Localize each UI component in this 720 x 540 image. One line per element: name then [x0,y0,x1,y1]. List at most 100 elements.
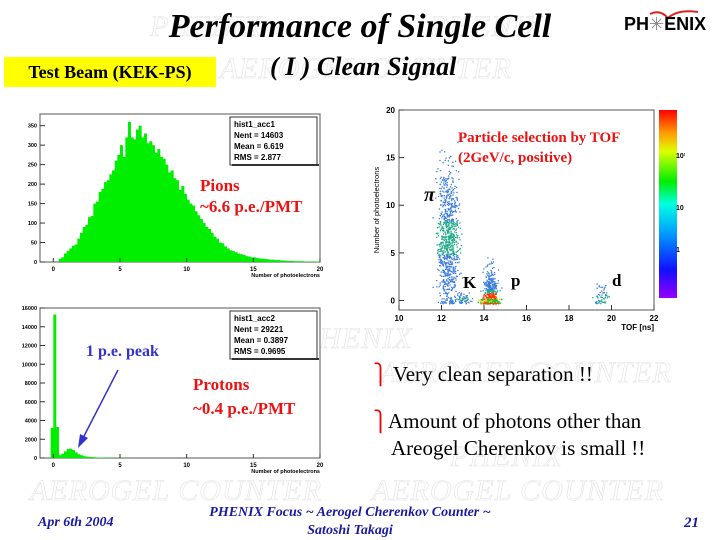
scatter-point [440,221,442,223]
y-tick-label: 350 [28,124,37,130]
scatter-point [438,226,440,228]
scatter-point [448,247,450,249]
scatter-point [449,197,451,199]
scatter-point [443,221,445,224]
footer-line1: PHENIX Focus ~ Aerogel Cherenkov Counter… [209,505,491,520]
x-tick-label: 12 [437,314,446,323]
scatter-point [495,300,497,302]
watermark: AEROGEL COUNTER [220,52,512,86]
scatter-point [491,262,494,265]
scatter-point [445,243,447,245]
scatter-point [445,245,448,248]
scatter-point [485,294,487,296]
hist-bar [64,253,67,262]
scatter-point [448,188,450,190]
pions-label: Pions ~6.6 p.e./PMT [200,175,302,217]
scatter-point [437,168,439,170]
scatter-point [453,235,455,237]
y-tick-label: 4000 [25,419,37,425]
scatter-point [437,248,440,251]
scatter-point [443,213,445,215]
scatter-point [440,300,443,302]
scatter-point [443,237,446,239]
hist-bar [226,248,230,262]
scatter-point [490,271,493,273]
scatter-point [448,224,450,227]
scatter-point [491,287,493,289]
scatter-point [449,226,451,228]
scatter-point [449,207,452,209]
hist-bar [232,251,235,262]
scatter-point [442,264,444,266]
scatter-point [449,213,451,215]
scatter-point [459,239,461,241]
scatter-point [491,288,494,291]
scatter-point [449,274,451,277]
scatter-point [456,262,459,264]
scatter-point [453,243,456,246]
scatter-point [446,294,448,296]
scatter-point [487,286,489,288]
scatter-point [450,301,452,303]
scatter-point [495,291,497,293]
scatter-point [446,229,448,231]
scatter-point [454,269,456,271]
hist-bar [218,242,222,262]
scatter-point [445,241,448,244]
scatter-point [452,267,454,270]
scatter-point [484,291,487,294]
scatter-point [450,281,452,283]
scatter-point [452,269,455,272]
scatter-point [452,250,454,252]
scatter-point [454,201,457,203]
cluster-label-d: d [612,271,622,290]
stats-name: hist1_acc1 [234,120,275,129]
scatter-point [448,235,450,238]
scatter-point [494,281,496,283]
scatter-point [441,190,444,192]
hist-bar [109,174,113,262]
scatter-point [458,178,460,181]
scatter-point [444,221,446,223]
scatter-point [460,244,463,247]
scatter-point [598,285,600,287]
scatter-point [446,240,448,242]
scatter-point [451,218,453,220]
scatter-point [489,291,491,293]
scatter-point [439,183,441,186]
hist-bar [64,451,67,458]
scatter-point [448,203,451,205]
scatter-point [451,262,453,264]
x-tick-label: 22 [650,314,659,323]
scatter-point [438,264,441,267]
scatter-point [601,299,603,301]
scatter-point [493,291,495,293]
scatter-point [465,297,467,299]
scatter-point [446,189,448,191]
scatter-point [449,249,451,252]
hist-bar [162,158,166,262]
scatter-point [453,192,455,194]
scatter-point [454,259,456,261]
scatter-point [499,290,501,292]
hist-bar [74,244,78,262]
scatter-point [449,234,451,236]
scatter-point [466,299,468,301]
scatter-point [444,273,446,275]
scatter-point [492,273,494,276]
scatter-point [601,290,603,292]
scatter-point [452,299,454,302]
scatter-point [444,201,447,204]
bullet-marker-icon: ⎫ [373,411,388,433]
hist-bar [152,145,155,262]
scatter-point [489,282,492,284]
scatter-point [488,281,491,283]
scatter-point [450,234,452,237]
scatter-point [495,293,497,296]
scatter-point [448,238,450,240]
hist-bar [66,449,70,458]
scatter-point [596,283,598,285]
hist-bar [176,180,179,262]
scatter-point [484,302,486,305]
